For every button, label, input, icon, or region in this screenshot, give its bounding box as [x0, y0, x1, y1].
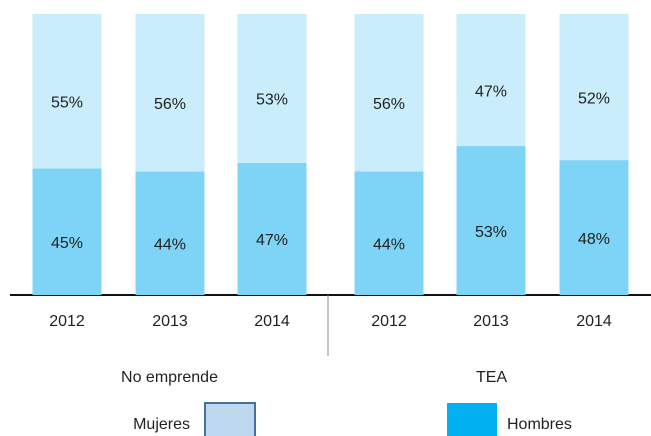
bar-segment	[354, 171, 424, 295]
legend-label: Hombres	[507, 416, 572, 433]
value-label: 53%	[475, 224, 507, 241]
x-tick-label: 2014	[254, 313, 290, 330]
bar-segment	[559, 160, 629, 295]
value-label: 44%	[373, 236, 405, 253]
bar-segment	[32, 168, 102, 295]
x-tick-label: 2013	[152, 313, 188, 330]
bar-segment	[456, 14, 526, 147]
x-tick-label: 2014	[576, 313, 612, 330]
x-tick-label: 2012	[49, 313, 85, 330]
value-label: 52%	[578, 90, 610, 107]
bar-segment	[32, 14, 102, 169]
value-label: 53%	[256, 92, 288, 109]
value-label: 55%	[51, 94, 83, 111]
bar-segment	[354, 14, 424, 172]
bar-segment	[237, 14, 307, 163]
legend-label: Mujeres	[133, 416, 190, 433]
value-label: 45%	[51, 235, 83, 252]
value-label: 44%	[154, 236, 186, 253]
x-tick-label: 2012	[371, 313, 407, 330]
x-tick-label: 2013	[473, 313, 509, 330]
bar-segment	[456, 146, 526, 295]
bar-segment	[135, 171, 205, 295]
bar-segment	[135, 14, 205, 172]
legend-swatch	[447, 403, 497, 436]
bar-segment	[237, 162, 307, 295]
group-label: TEA	[476, 369, 507, 386]
value-label: 47%	[475, 83, 507, 100]
value-label: 56%	[373, 96, 405, 113]
legend-swatch	[204, 402, 256, 436]
value-label: 47%	[256, 232, 288, 249]
bar-segment	[559, 14, 629, 161]
group-label: No emprende	[121, 369, 218, 386]
value-label: 56%	[154, 96, 186, 113]
value-label: 48%	[578, 231, 610, 248]
